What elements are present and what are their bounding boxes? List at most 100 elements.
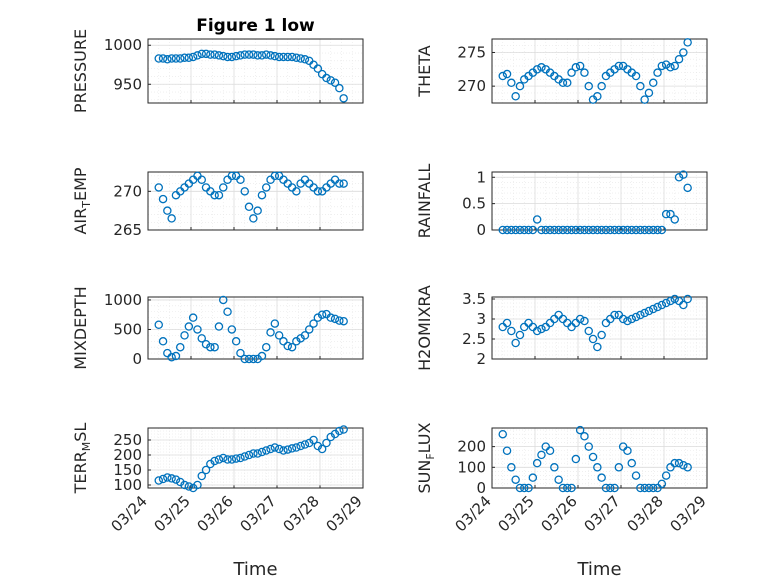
data-point	[287, 342, 297, 352]
data-point	[657, 479, 667, 489]
data-point	[163, 55, 172, 64]
data-point	[640, 95, 649, 104]
data-point	[679, 300, 688, 310]
data-point	[623, 225, 632, 235]
data-point	[649, 483, 658, 493]
y-axis-label: THETA	[415, 45, 434, 97]
data-point	[279, 337, 288, 346]
y-tick-label: 950	[113, 75, 142, 93]
data-point	[532, 326, 542, 336]
data-point	[287, 52, 297, 62]
data-point	[588, 452, 598, 462]
data-point	[167, 352, 176, 362]
x-tick-label: 03/28	[624, 492, 667, 535]
y-tick-label: 3.5	[462, 290, 486, 308]
data-point	[661, 471, 671, 480]
data-point	[257, 51, 267, 60]
data-point	[184, 53, 194, 62]
data-point	[567, 483, 576, 493]
data-point	[322, 438, 331, 448]
data-point	[193, 480, 202, 490]
data-point	[580, 432, 589, 441]
data-point	[266, 51, 275, 60]
data-point	[601, 483, 611, 493]
data-point	[231, 51, 241, 61]
data-point	[283, 52, 292, 62]
data-point	[167, 474, 176, 483]
data-point	[653, 302, 662, 312]
data-point	[339, 425, 348, 434]
data-point	[597, 225, 606, 235]
data-point	[674, 54, 684, 64]
data-point	[640, 483, 649, 493]
data-point	[511, 475, 520, 484]
data-point	[584, 326, 594, 336]
data-point	[674, 173, 684, 182]
data-point	[214, 455, 224, 464]
data-point	[498, 225, 507, 235]
data-point	[563, 78, 572, 88]
data-point	[498, 71, 507, 81]
data-point	[175, 54, 185, 63]
y-axis-label: MIXDEPTH	[71, 286, 90, 369]
data-point	[679, 48, 688, 57]
data-point	[640, 308, 649, 318]
y-axis-label: SUNFLUX	[415, 422, 437, 493]
data-point	[274, 52, 284, 62]
x-tick-label: 03/24	[108, 492, 151, 535]
data-point	[197, 471, 206, 481]
data-point	[210, 190, 219, 200]
data-point	[227, 52, 237, 62]
data-point	[167, 54, 176, 63]
data-point	[502, 318, 512, 328]
data-point	[335, 179, 344, 188]
data-point	[597, 330, 606, 340]
data-point	[270, 443, 280, 452]
data-point	[502, 225, 512, 235]
data-point	[606, 483, 615, 493]
y-tick-label: 270	[457, 77, 486, 95]
data-point	[163, 473, 172, 482]
data-point	[304, 325, 314, 334]
data-point	[532, 65, 542, 74]
data-point	[236, 348, 245, 358]
data-point	[644, 225, 654, 235]
data-point	[563, 225, 572, 235]
data-point	[524, 483, 533, 493]
data-point	[206, 342, 215, 352]
data-point	[507, 463, 516, 472]
data-point	[679, 170, 688, 179]
data-point	[575, 425, 585, 435]
data-point	[249, 50, 258, 59]
data-point	[214, 51, 224, 60]
data-point	[593, 225, 602, 235]
data-point	[158, 194, 168, 204]
data-point	[597, 81, 606, 91]
data-point	[537, 324, 546, 334]
data-point	[636, 310, 645, 320]
data-point	[214, 322, 224, 331]
data-point	[554, 225, 563, 235]
data-point	[180, 480, 189, 490]
data-point	[317, 310, 327, 319]
data-point	[317, 444, 327, 454]
x-axis-label: Time	[576, 559, 621, 580]
y-tick-label: 1	[476, 168, 486, 186]
data-point	[567, 225, 576, 235]
data-point	[218, 453, 228, 463]
y-axis-label: PRESSURE	[71, 29, 90, 113]
data-point	[511, 225, 520, 235]
data-point	[223, 52, 232, 62]
data-point	[636, 81, 645, 91]
data-point	[326, 313, 335, 322]
data-point	[231, 454, 241, 463]
data-point	[175, 342, 185, 352]
data-point	[528, 225, 538, 235]
data-point	[631, 471, 641, 480]
data-point	[274, 331, 284, 340]
data-point	[218, 295, 228, 305]
data-point	[214, 190, 224, 200]
data-point	[528, 473, 538, 482]
axes-frame	[147, 427, 364, 489]
y-tick-label: 1000	[104, 291, 142, 309]
